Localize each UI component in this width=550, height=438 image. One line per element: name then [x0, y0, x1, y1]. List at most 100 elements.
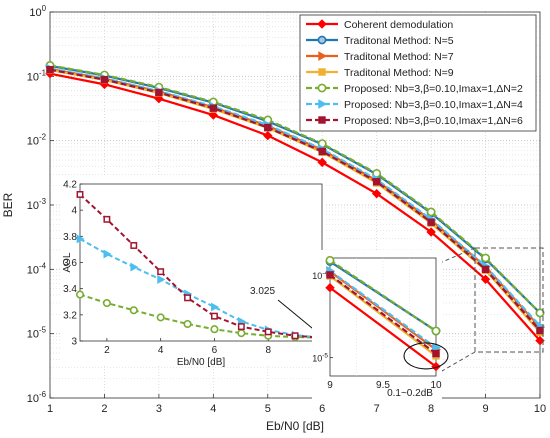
- series-5-line: [49, 64, 541, 314]
- inset-aol-marker: [156, 313, 165, 322]
- legend-box: [299, 14, 537, 132]
- legend-entry: Proposed: Nb=3,β=0.10,Imax=1,ΔN=6: [344, 115, 523, 127]
- inset-aol-y-tick-label: 3.8: [63, 232, 77, 243]
- inset-zoom-x-tick-label: 10: [430, 380, 442, 391]
- series-7-marker: [209, 104, 218, 112]
- x-tick-label: 4: [210, 403, 216, 415]
- legend-marker: [318, 99, 328, 109]
- inset-aol-marker: [211, 302, 220, 312]
- inset-aol: 33.23.43.63.844.2246810Eb/N0 [dB]AOL3.02…: [60, 175, 328, 368]
- legend-entry: Traditonal Method: N=7: [344, 51, 454, 63]
- zoom-region: [474, 247, 544, 353]
- inset-aol-annotation: 3.025: [250, 286, 275, 297]
- legend-entry: Traditonal Method: N=9: [344, 67, 454, 79]
- inset-zoom-y-tick-label: 10-5: [312, 353, 328, 364]
- inset-aol-marker: [130, 242, 138, 249]
- inset-aol-marker: [183, 319, 192, 329]
- series-1-marker: [263, 130, 273, 141]
- legend-entry: Coherent demodulation: [344, 19, 453, 31]
- x-tick-label: 5: [265, 403, 271, 415]
- inset-aol-y-tick-label: 4.2: [63, 180, 77, 191]
- inset-aol-y-tick-label: 4: [71, 206, 77, 217]
- inset-aol-x-tick-label: 2: [104, 345, 110, 356]
- x-tick-label: 3: [156, 403, 162, 415]
- inset-aol-x-tick-label: 6: [212, 345, 218, 356]
- inset-aol-y-tick-label: 3.6: [63, 258, 77, 269]
- inset-zoom-series-5: [325, 255, 441, 336]
- inset-zoom-marker: [432, 342, 442, 353]
- series-7-marker: [264, 123, 272, 132]
- inset-aol-marker: [237, 323, 245, 331]
- inset-aol-y-label: AOL: [62, 252, 73, 272]
- series-7-marker: [481, 265, 490, 274]
- inset-aol-x-tick-label: 4: [158, 345, 164, 356]
- inset-aol-y-tick-label: 3.2: [63, 310, 77, 321]
- inset-zoom-marker: [431, 326, 441, 336]
- series-1-marker: [480, 274, 491, 285]
- x-tick-label: 8: [428, 403, 434, 415]
- inset-zoom-marker: [326, 271, 334, 279]
- legend-entry: Proposed: Nb=3,β=0.10,Imax=1,ΔN=2: [344, 83, 523, 95]
- series-7-marker: [155, 88, 163, 97]
- x-tick-label: 6: [319, 403, 325, 415]
- inset-zoom-line: [329, 269, 437, 349]
- legend-marker: [317, 35, 327, 45]
- legend-marker: [318, 116, 326, 124]
- inset-zoom-line: [329, 274, 437, 355]
- inset-zoom-annotation: 0.1~0.2dB: [387, 388, 433, 399]
- inset-aol-marker: [210, 312, 218, 320]
- series-5-marker: [481, 253, 490, 263]
- inset-aol-marker: [76, 191, 84, 198]
- series-6-line: [49, 67, 541, 327]
- series-1-marker: [371, 188, 382, 199]
- inset-aol-x-tick-label: 8: [265, 345, 271, 356]
- inset-zoom-x-tick-label: 9.5: [376, 380, 390, 391]
- inset-aol-marker: [102, 299, 111, 308]
- series-1-marker: [317, 157, 327, 168]
- inset-aol-line: [79, 293, 323, 339]
- inset-zoom-line: [329, 286, 437, 368]
- inset-aol-marker: [130, 262, 139, 272]
- series-7-line: [49, 68, 541, 332]
- series-1-marker: [426, 227, 436, 237]
- inset-zoom-marker: [325, 283, 335, 293]
- legend-entry: Traditonal Method: N=5: [344, 35, 454, 47]
- inset-aol-marker: [129, 306, 138, 315]
- highlight-ellipse: [403, 342, 449, 370]
- series-7-marker: [46, 65, 54, 74]
- series: [45, 60, 546, 346]
- series-1-line: [49, 72, 541, 342]
- inset-aol-y-tick-label: 3.4: [63, 284, 77, 295]
- legend-marker: [318, 51, 328, 61]
- series-7-marker: [100, 75, 109, 84]
- inset-aol-frame: [79, 183, 323, 342]
- inset-aol-marker: [103, 215, 111, 223]
- legend-marker: [318, 68, 326, 76]
- x-tick-label: 10: [534, 403, 546, 415]
- inset-aol-line: [79, 193, 323, 339]
- series-7-marker: [318, 147, 326, 156]
- x-tick-label: 1: [47, 403, 53, 415]
- series-7-marker: [536, 326, 544, 335]
- x-axis-label: Eb/N0 [dB]: [266, 419, 324, 433]
- series-5-marker: [535, 308, 545, 318]
- inset-aol-x-label: Eb/N0 [dB]: [177, 357, 226, 368]
- x-tick-label: 7: [374, 403, 380, 415]
- x-tick-label: 9: [482, 403, 488, 415]
- inset-zoom-series-7: [326, 271, 440, 358]
- inset-zoom-series-1: [325, 283, 441, 372]
- inset-aol-marker: [76, 234, 85, 244]
- inset-aol-marker: [103, 249, 112, 259]
- legend-marker: [317, 83, 327, 93]
- x-tick-label: 2: [101, 403, 107, 415]
- y-axis-label: BER: [1, 192, 15, 217]
- inset-zoom-y-tick-label: 10-4: [312, 270, 328, 281]
- series-5-marker: [426, 207, 436, 217]
- inset-zoom-marker: [325, 255, 335, 265]
- inset-aol-marker: [75, 290, 85, 299]
- inset-aol-y-tick-label: 3: [71, 337, 77, 348]
- inset-aol-marker: [157, 268, 165, 276]
- legend-entry: Proposed: Nb=3,β=0.10,Imax=1,ΔN=4: [344, 99, 523, 111]
- series-1-marker: [535, 335, 545, 346]
